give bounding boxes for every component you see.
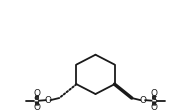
Text: O: O <box>45 96 52 105</box>
Text: O: O <box>151 103 158 112</box>
Text: O: O <box>151 89 158 98</box>
Text: O: O <box>139 96 146 105</box>
Text: S: S <box>151 96 157 105</box>
Text: O: O <box>33 103 40 112</box>
Text: O: O <box>33 89 40 98</box>
Text: S: S <box>34 96 40 105</box>
